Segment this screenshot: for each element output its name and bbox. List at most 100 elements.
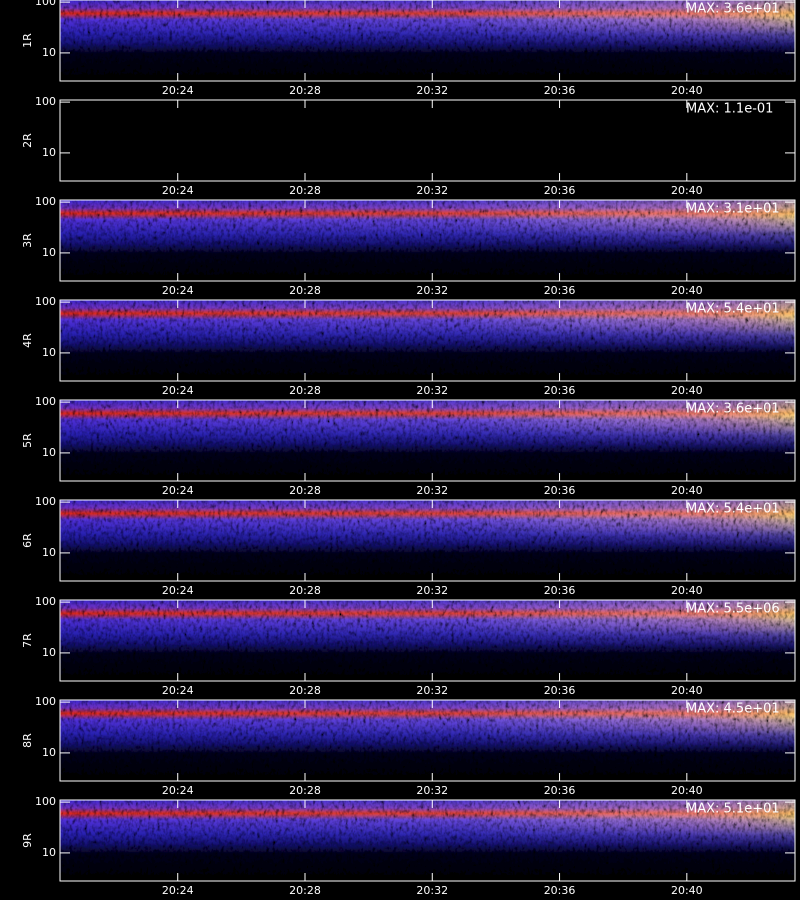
y-tick-label: 100 <box>35 295 56 308</box>
x-tick-label: 20:40 <box>671 584 703 597</box>
y-tick-label: 10 <box>42 246 56 259</box>
x-tick-label: 20:36 <box>544 184 576 197</box>
x-tick-label: 20:40 <box>671 884 703 897</box>
spectrogram-glow <box>60 0 795 81</box>
y-tick-label: 10 <box>42 46 56 59</box>
plot-frame <box>59 199 796 282</box>
x-tick-label: 20:32 <box>416 684 448 697</box>
y-tick-label: 10 <box>42 546 56 559</box>
x-tick-label: 20:24 <box>162 584 194 597</box>
y-tick-label: 100 <box>35 0 56 8</box>
annotation: MAX: 5.4e+01 <box>686 302 780 317</box>
plot-frame <box>59 399 796 482</box>
x-tick-label: 20:28 <box>289 784 321 797</box>
x-tick-label: 20:36 <box>544 384 576 397</box>
y-tick-label: 10 <box>42 746 56 759</box>
annotation: MAX: 5.1e+01 <box>686 802 780 817</box>
annotation: MAX: 5.5e+06 <box>686 602 780 617</box>
y-tick-label: 100 <box>35 395 56 408</box>
y-axis-label: 2R <box>21 133 34 148</box>
plot-frame <box>59 799 796 882</box>
panel: 10 100 20:24 20:28 20:32 20:36 20:40 1R MAX: 3.6… <box>21 0 796 97</box>
panel: 10 100 20:24 20:28 20:32 20:36 20:40 2R MAX: 1.1… <box>21 95 796 197</box>
x-tick-label: 20:24 <box>162 184 194 197</box>
x-tick-label: 20:32 <box>416 184 448 197</box>
plot-frame <box>59 699 796 782</box>
y-tick-label: 100 <box>35 695 56 708</box>
y-tick-label: 10 <box>42 346 56 359</box>
x-tick-label: 20:36 <box>544 884 576 897</box>
spectrogram-glow <box>60 400 795 481</box>
x-tick-label: 20:36 <box>544 584 576 597</box>
x-tick-label: 20:32 <box>416 384 448 397</box>
x-tick-label: 20:40 <box>671 284 703 297</box>
spectrogram-glow <box>60 600 795 681</box>
x-tick-label: 20:36 <box>544 84 576 97</box>
plot-frame <box>59 499 796 582</box>
panel: 10 100 20:24 20:28 20:32 20:36 20:40 5R MAX: 3.6… <box>21 395 796 497</box>
y-tick-label: 10 <box>42 146 56 159</box>
spectrogram-glow <box>60 800 795 881</box>
x-tick-label: 20:28 <box>289 684 321 697</box>
y-axis-label: 7R <box>21 633 34 648</box>
annotation: MAX: 3.6e+01 <box>686 2 780 17</box>
y-tick-label: 100 <box>35 495 56 508</box>
spectrogram-glow <box>60 300 795 381</box>
y-axis-label: 9R <box>21 833 34 848</box>
x-tick-label: 20:24 <box>162 684 194 697</box>
y-axis-label: 8R <box>21 733 34 748</box>
x-tick-label: 20:32 <box>416 484 448 497</box>
x-tick-label: 20:24 <box>162 84 194 97</box>
panel: 10 100 20:24 20:28 20:32 20:36 20:40 9R MAX: 5.1… <box>21 795 796 897</box>
y-tick-label: 100 <box>35 795 56 808</box>
x-tick-label: 20:28 <box>289 284 321 297</box>
panel: 10 100 20:24 20:28 20:32 20:36 20:40 8R MAX: 4.5… <box>21 695 796 797</box>
x-tick-label: 20:40 <box>671 84 703 97</box>
spectrogram-glow <box>60 500 795 581</box>
x-tick-label: 20:24 <box>162 384 194 397</box>
x-tick-label: 20:24 <box>162 784 194 797</box>
annotation: MAX: 3.1e+01 <box>686 202 780 217</box>
x-tick-label: 20:40 <box>671 384 703 397</box>
x-tick-label: 20:24 <box>162 284 194 297</box>
y-axis-label: 5R <box>21 433 34 448</box>
y-tick-label: 100 <box>35 95 56 108</box>
y-tick-label: 10 <box>42 446 56 459</box>
x-tick-label: 20:40 <box>671 184 703 197</box>
annotation: MAX: 5.4e+01 <box>686 502 780 517</box>
panel: 10 100 20:24 20:28 20:32 20:36 20:40 4R MAX: 5.4… <box>21 295 796 397</box>
panel: 10 100 20:24 20:28 20:32 20:36 20:40 7R MAX: 5.5… <box>21 595 796 697</box>
x-tick-label: 20:40 <box>671 684 703 697</box>
y-axis-label: 6R <box>21 533 34 548</box>
x-tick-label: 20:28 <box>289 384 321 397</box>
plot-frame <box>59 0 796 82</box>
annotation: MAX: 4.5e+01 <box>686 702 780 717</box>
x-tick-label: 20:36 <box>544 484 576 497</box>
x-tick-label: 20:36 <box>544 684 576 697</box>
annotation: MAX: 3.6e+01 <box>686 402 780 417</box>
x-tick-label: 20:28 <box>289 84 321 97</box>
y-axis-label: 3R <box>21 233 34 248</box>
y-tick-label: 10 <box>42 646 56 659</box>
x-tick-label: 20:36 <box>544 284 576 297</box>
y-tick-label: 100 <box>35 595 56 608</box>
x-tick-label: 20:28 <box>289 584 321 597</box>
plot-frame <box>59 99 796 182</box>
x-tick-label: 20:36 <box>544 784 576 797</box>
x-tick-label: 20:32 <box>416 284 448 297</box>
y-axis-label: 1R <box>21 33 34 48</box>
x-tick-label: 20:28 <box>289 184 321 197</box>
x-tick-label: 20:32 <box>416 584 448 597</box>
panel: 10 100 20:24 20:28 20:32 20:36 20:40 3R MAX: 3.1… <box>21 195 796 297</box>
x-tick-label: 20:24 <box>162 484 194 497</box>
x-tick-label: 20:40 <box>671 784 703 797</box>
x-tick-label: 20:32 <box>416 884 448 897</box>
x-tick-label: 20:24 <box>162 884 194 897</box>
plot-frame <box>59 299 796 382</box>
x-tick-label: 20:40 <box>671 484 703 497</box>
x-tick-label: 20:32 <box>416 84 448 97</box>
spectrogram-glow <box>60 700 795 781</box>
y-axis-label: 4R <box>21 333 34 348</box>
plot-frame <box>59 599 796 682</box>
